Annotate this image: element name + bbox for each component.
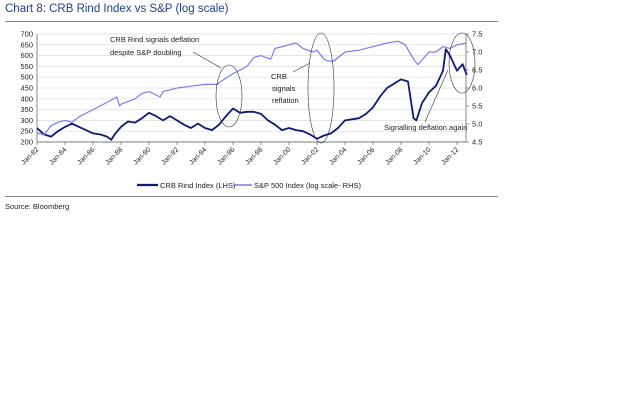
annotations: CRB Rind signals deflation despite S&P d… xyxy=(110,32,476,144)
x-tick-label: Jan-02 xyxy=(300,146,320,166)
y-left-tick-label: 700 xyxy=(20,30,33,39)
legend-label-crb: CRB Rind Index (LHS) xyxy=(160,181,236,190)
crb-series-line xyxy=(36,48,468,141)
y-right-tick-label: 6.0 xyxy=(472,84,482,93)
x-tick-label: Jan-06 xyxy=(356,146,376,166)
x-tick-label: Jan-96 xyxy=(216,146,236,166)
y-left-tick-label: 600 xyxy=(20,51,33,60)
y-right-tick-label: 5.0 xyxy=(472,120,482,129)
annotation-ellipse xyxy=(215,64,243,128)
x-tick-label: Jan-98 xyxy=(244,146,264,166)
y-left-tick-label: 450 xyxy=(20,84,33,93)
x-tick-label: Jan-12 xyxy=(440,146,460,166)
annotation-text: reflation xyxy=(272,96,299,105)
sp500-series-line xyxy=(36,40,467,136)
top-divider xyxy=(5,21,498,22)
bottom-divider xyxy=(5,196,498,197)
x-tick-label: Jan-88 xyxy=(104,146,124,166)
y-left-tick-label: 250 xyxy=(20,127,33,136)
legend-label-sp500: S&P 500 Index (log scale- RHS) xyxy=(254,181,361,190)
x-tick-label: Jan-10 xyxy=(412,146,432,166)
x-tick-label: Jan-08 xyxy=(384,146,404,166)
source-note: Source: Bloomberg xyxy=(5,202,70,211)
chart-title: Chart 8: CRB Rind Index vs S&P (log scal… xyxy=(5,3,229,15)
y-right-tick-label: 7.5 xyxy=(472,30,482,39)
y-left-tick-label: 400 xyxy=(20,94,33,103)
annotation-text: despite S&P doubling xyxy=(110,48,182,57)
annotation-ellipse xyxy=(307,32,335,144)
y-right-tick-label: 6.5 xyxy=(472,66,482,75)
x-tick-label: Jan-92 xyxy=(160,146,180,166)
x-tick-label: Jan-00 xyxy=(272,146,292,166)
annotation-text: signals xyxy=(272,84,296,93)
y-left-tick-label: 300 xyxy=(20,116,33,125)
x-tick-label: Jan-94 xyxy=(188,146,208,166)
y-left-tick-label: 350 xyxy=(20,105,33,114)
x-tick-label: Jan-86 xyxy=(76,146,96,166)
annotation-text: CRB xyxy=(271,72,287,81)
legend: CRB Rind Index (LHS) S&P 500 Index (log … xyxy=(137,181,361,190)
annotation-ellipse xyxy=(448,32,476,94)
y-left-tick-label: 650 xyxy=(20,40,33,49)
y-left-tick-label: 200 xyxy=(20,138,33,147)
x-tick-label: Jan-82 xyxy=(20,146,40,166)
y-right-tick-label: 7.0 xyxy=(472,48,482,57)
y-right-tick-label: 5.5 xyxy=(472,102,482,111)
y-left-tick-label: 500 xyxy=(20,73,33,82)
x-tick-label: Jan-04 xyxy=(328,146,348,166)
y-right-tick-label: 4.5 xyxy=(472,138,482,147)
annotation-text: CRB Rind signals deflation xyxy=(110,35,199,44)
x-tick-label: Jan-84 xyxy=(48,146,68,166)
x-tick-label: Jan-90 xyxy=(132,146,152,166)
annotation-text: Signalling deflation again xyxy=(384,123,467,132)
y-left-tick-label: 550 xyxy=(20,62,33,71)
